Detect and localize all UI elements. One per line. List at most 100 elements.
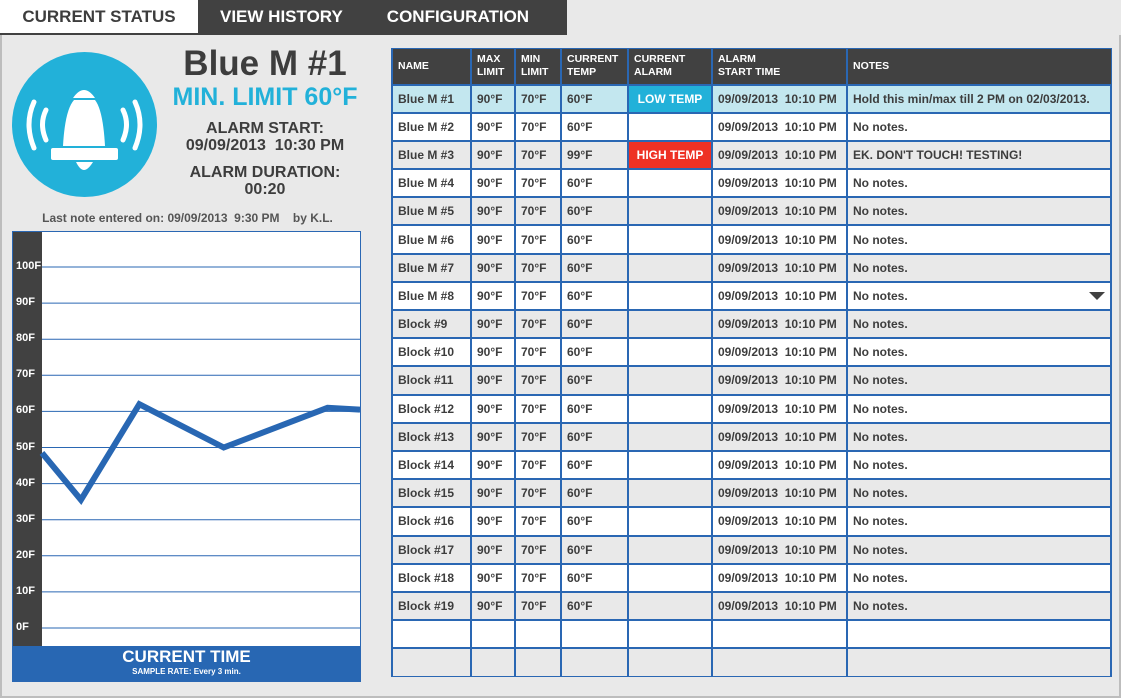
cell-text: 90°F xyxy=(477,147,503,162)
tab-view-history[interactable]: VIEW HISTORY xyxy=(220,7,343,26)
cell-min-limit: 70°F xyxy=(514,308,562,339)
cell-min-limit: 70°F xyxy=(514,421,562,451)
table-row[interactable]: Blue M #1 90°F 70°F 60°F LOW TEMP 09/09/2013 … xyxy=(391,83,1112,113)
cell-text: HIGH TEMP xyxy=(636,147,704,162)
cell-name: Blue M #3 xyxy=(391,139,472,170)
cell-current-alarm xyxy=(627,393,713,423)
cell-alarm-start-time: 09/09/2013 10:10 PM xyxy=(711,365,848,395)
cell-name: Blue M #5 xyxy=(391,196,472,226)
table-row[interactable]: Block #10 90°F 70°F 60°F 09/09/2013 10:10 PM… xyxy=(391,337,1112,367)
table-row[interactable]: Blue M #2 90°F 70°F 60°F 09/09/2013 10:10 PM… xyxy=(391,111,1112,141)
cell-text: 09/09/2013 10:10 PM xyxy=(718,176,837,191)
table-row[interactable] xyxy=(391,647,1112,677)
table-row[interactable]: Block #18 90°F 70°F 60°F 09/09/2013 10:10 PM… xyxy=(391,562,1112,592)
tab-current-status[interactable]: CURRENT STATUS xyxy=(0,0,198,33)
cell-alarm-start-time: 09/09/2013 10:10 PM xyxy=(711,168,848,198)
cell-notes: EK. DON'T TOUCH! TESTING! xyxy=(846,139,1112,170)
cell-text: Blue M #1 xyxy=(398,91,455,106)
column-header-name[interactable]: NAME xyxy=(391,48,471,85)
cell-notes: No notes. xyxy=(846,111,1112,141)
cell-text: 70°F xyxy=(521,458,547,473)
cell-text: 09/09/2013 10:10 PM xyxy=(718,458,837,473)
cell-text: 09/09/2013 10:10 PM xyxy=(718,598,837,613)
cell-current-temp: 60°F xyxy=(560,168,629,198)
cell-current-alarm xyxy=(627,534,713,564)
table-row[interactable]: Block #19 90°F 70°F 60°F 09/09/2013 10:10 PM… xyxy=(391,590,1112,621)
cell-text: 90°F xyxy=(477,176,503,191)
content-frame xyxy=(0,35,1121,698)
cell-text: 09/09/2013 10:10 PM xyxy=(718,317,837,332)
cell-current-temp: 60°F xyxy=(560,196,629,226)
cell-notes: No notes. xyxy=(846,393,1112,423)
column-header-max-limit[interactable]: MAX LIMIT xyxy=(470,48,515,85)
table-row[interactable]: Blue M #7 90°F 70°F 60°F 09/09/2013 10:10 PM… xyxy=(391,252,1112,282)
table-row[interactable]: Blue M #3 90°F 70°F 99°F HIGH TEMP 09/09/2013… xyxy=(391,139,1112,170)
cell-text: Block #14 xyxy=(398,458,455,473)
cell-text: 70°F xyxy=(521,486,547,501)
column-header-min-limit[interactable]: MIN LIMIT xyxy=(514,48,561,85)
cell-min-limit xyxy=(514,647,562,677)
cell-text: No notes. xyxy=(853,260,908,275)
cell-text: No notes. xyxy=(853,598,908,613)
column-header-current-alarm[interactable]: CURRENT ALARM xyxy=(627,48,712,85)
cell-alarm-start-time: 09/09/2013 10:10 PM xyxy=(711,83,848,113)
cell-text: 70°F xyxy=(521,429,547,444)
table-row[interactable]: Block #13 90°F 70°F 60°F 09/09/2013 10:10 PM… xyxy=(391,421,1112,451)
cell-current-alarm xyxy=(627,280,713,310)
cell-current-alarm xyxy=(627,647,713,677)
table-row[interactable]: Block #12 90°F 70°F 60°F 09/09/2013 10:10 PM… xyxy=(391,393,1112,423)
alarm-duration-label: ALARM DURATION: xyxy=(189,164,341,181)
cell-text: 09/09/2013 10:10 PM xyxy=(718,373,837,388)
cell-text: 60°F xyxy=(567,486,593,501)
table-row[interactable] xyxy=(391,619,1112,649)
cell-max-limit: 90°F xyxy=(470,224,516,254)
dropdown-arrow-icon[interactable] xyxy=(1089,291,1105,300)
cell-alarm-start-time: 09/09/2013 10:10 PM xyxy=(711,393,848,423)
column-header-notes[interactable]: NOTES xyxy=(846,48,1111,85)
cell-current-temp: 99°F xyxy=(560,139,629,170)
table-row[interactable]: Blue M #8 90°F 70°F 60°F 09/09/2013 10:10 PM… xyxy=(391,280,1112,310)
cell-text: 09/09/2013 10:10 PM xyxy=(718,260,837,275)
table-row[interactable]: Block #14 90°F 70°F 60°F 09/09/2013 10:10 PM… xyxy=(391,449,1112,480)
cell-max-limit: 90°F xyxy=(470,562,516,592)
cell-text: 70°F xyxy=(521,288,547,303)
cell-name: Block #16 xyxy=(391,506,472,536)
y-tick-label: 0F xyxy=(16,621,29,633)
table-row[interactable]: Blue M #4 90°F 70°F 60°F 09/09/2013 10:10 PM… xyxy=(391,168,1112,198)
table-row[interactable]: Blue M #5 90°F 70°F 60°F 09/09/2013 10:10 PM… xyxy=(391,196,1112,226)
cell-current-alarm: LOW TEMP xyxy=(627,83,713,113)
cell-min-limit: 70°F xyxy=(514,196,562,226)
cell-text: No notes. xyxy=(853,542,908,557)
cell-text: 60°F xyxy=(567,91,593,106)
table-row[interactable]: Blue M #6 90°F 70°F 60°F 09/09/2013 10:10 PM… xyxy=(391,224,1112,254)
cell-notes: No notes. xyxy=(846,449,1112,480)
table-row[interactable]: Block #16 90°F 70°F 60°F 09/09/2013 10:10 PM… xyxy=(391,506,1112,536)
y-tick-label: 40F xyxy=(16,476,35,489)
cell-current-alarm xyxy=(627,506,713,536)
status-summary: Blue M #1 MIN. LIMIT 60°F ALARM START: 0… xyxy=(160,44,370,198)
temperature-line xyxy=(39,400,360,505)
cell-name: Blue M #7 xyxy=(391,252,472,282)
table-row[interactable]: Block #11 90°F 70°F 60°F 09/09/2013 10:10 PM… xyxy=(391,365,1112,395)
cell-current-alarm xyxy=(627,224,713,254)
cell-name: Block #17 xyxy=(391,534,472,564)
column-header-current-temp[interactable]: CURRENT TEMP xyxy=(560,48,628,85)
cell-max-limit: 90°F xyxy=(470,590,516,621)
cell-text: 09/09/2013 10:10 PM xyxy=(718,429,837,444)
cell-text: 90°F xyxy=(477,401,503,416)
y-tick-label: 10F xyxy=(16,584,35,597)
cell-name: Blue M #8 xyxy=(391,280,472,310)
cell-text: Block #15 xyxy=(398,486,455,501)
cell-text: 70°F xyxy=(521,570,547,585)
table-row[interactable]: Block #9 90°F 70°F 60°F 09/09/2013 10:10 PM N… xyxy=(391,308,1112,339)
table-row[interactable]: Block #15 90°F 70°F 60°F 09/09/2013 10:10 PM… xyxy=(391,478,1112,508)
cell-notes xyxy=(846,647,1112,677)
column-header-alarm-start-time[interactable]: ALARM START TIME xyxy=(711,48,847,85)
table-row[interactable]: Block #17 90°F 70°F 60°F 09/09/2013 10:10 PM… xyxy=(391,534,1112,564)
cell-current-alarm xyxy=(627,590,713,621)
cell-notes: No notes. xyxy=(846,421,1112,451)
y-tick-label: 20F xyxy=(16,548,35,561)
cell-min-limit: 70°F xyxy=(514,224,562,254)
tab-configuration[interactable]: CONFIGURATION xyxy=(386,7,530,26)
cell-notes[interactable]: No notes. xyxy=(846,280,1112,310)
